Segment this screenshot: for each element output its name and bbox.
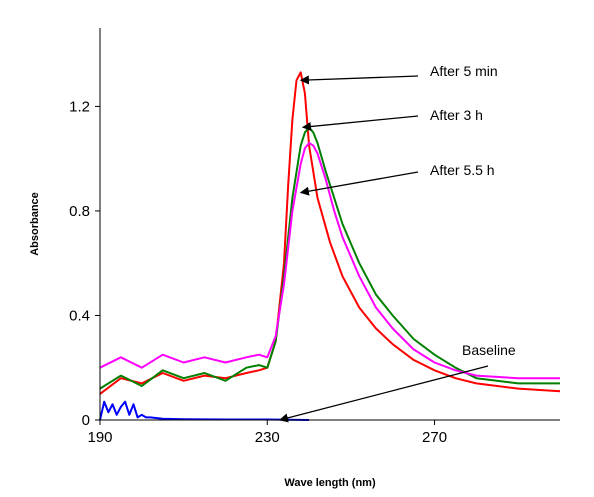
x-tick-label: 270	[422, 429, 447, 446]
y-tick-label: 0.4	[69, 307, 90, 324]
x-tick-label: 230	[255, 429, 280, 446]
annotation-label: After 3 h	[430, 107, 483, 123]
series-line-3	[99, 400, 310, 421]
annotation-layer: After 5 min After 3 h After 5.5 h Baseline	[278, 63, 516, 423]
y-tick-label: 1.2	[69, 98, 90, 115]
axes-layer	[99, 28, 560, 421]
annotation-label: After 5 min	[430, 63, 498, 79]
y-axis-title: Absorbance	[29, 192, 41, 256]
x-tick-label: 190	[87, 429, 112, 446]
x-axis-title: Wave length (nm)	[284, 477, 376, 489]
annotation-label: Baseline	[462, 342, 516, 358]
annotation-arrow	[301, 115, 419, 132]
tick-layer: 190 230 270 0 0.4 0.8 1.2	[69, 98, 447, 446]
y-tick-label: 0	[82, 412, 90, 429]
y-tick-label: 0.8	[69, 203, 90, 220]
annotation-arrow	[299, 171, 419, 196]
annotation-arrow	[278, 365, 489, 423]
series-line-0	[99, 71, 561, 395]
annotation-label: After 5.5 h	[430, 162, 495, 178]
series-line-2	[99, 142, 560, 380]
annotation-arrow	[299, 75, 419, 85]
